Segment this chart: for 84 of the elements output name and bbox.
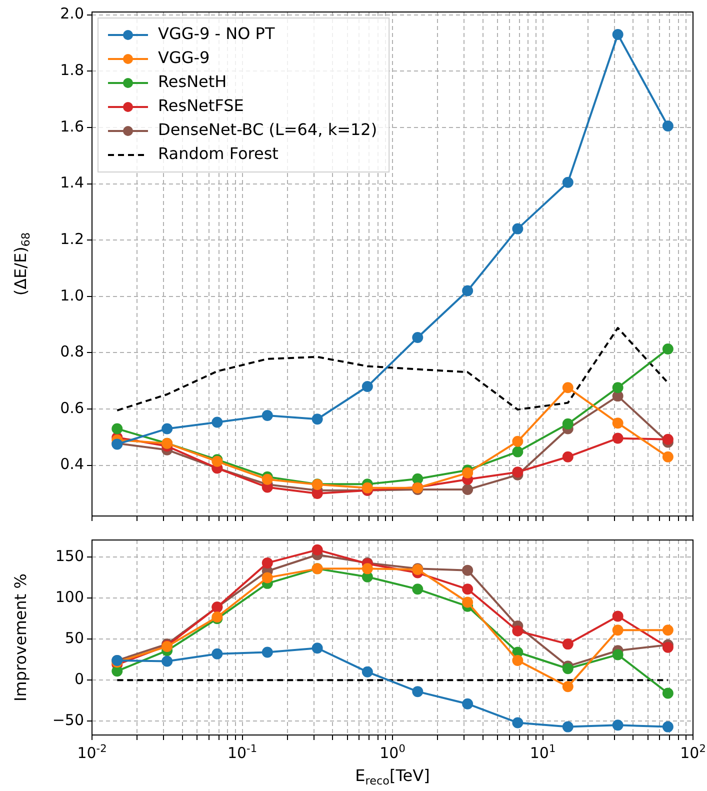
y-tick-label: 0.8: [60, 342, 84, 361]
point: [362, 482, 373, 494]
point: [212, 648, 223, 660]
line-series: [116, 326, 669, 412]
y-tick-label: 150: [55, 547, 84, 566]
point: [412, 332, 424, 343]
point: [512, 446, 524, 458]
y-axis-title: (ΔE/E)68: [11, 232, 33, 296]
point: [612, 610, 624, 622]
point: [612, 624, 624, 636]
point: [362, 563, 373, 574]
point: [462, 564, 474, 576]
point: [262, 572, 273, 584]
point: [262, 646, 273, 658]
point: [412, 686, 424, 698]
point: [562, 451, 574, 462]
point: [262, 557, 273, 568]
point: [312, 544, 323, 556]
point: [562, 721, 574, 732]
point: [562, 382, 574, 394]
point: [662, 688, 674, 699]
point: [512, 436, 524, 447]
y-tick-label: 0.6: [60, 398, 84, 417]
point: [162, 423, 173, 434]
y-tick-label: 1.4: [60, 174, 84, 192]
point: [512, 223, 524, 234]
point: [662, 120, 674, 132]
point: [562, 176, 574, 188]
point: [612, 382, 624, 394]
y-tick-label: 1.8: [60, 61, 84, 80]
y-tick-label: 1.6: [60, 117, 84, 136]
y-tick-label: 2.0: [60, 4, 84, 23]
point: [312, 414, 323, 425]
point: [612, 418, 624, 429]
point: [662, 624, 674, 636]
point: [562, 663, 574, 674]
point: [462, 467, 474, 478]
point: [412, 584, 424, 595]
point: [312, 488, 323, 499]
legend-label: Random Forest: [158, 144, 278, 164]
y-tick-label: 100: [55, 588, 84, 606]
point: [112, 666, 123, 677]
point: [662, 721, 674, 732]
point: [612, 29, 624, 40]
point: [262, 410, 273, 421]
point: [462, 596, 474, 608]
point: [312, 642, 323, 654]
point: [462, 285, 474, 296]
y-tick-label: 50: [64, 629, 84, 648]
point: [662, 434, 674, 445]
point: [462, 584, 474, 595]
point: [462, 484, 474, 496]
point: [362, 666, 373, 678]
y-tick-label: 0.4: [60, 455, 84, 474]
point: [562, 418, 574, 430]
y-tick-label: 1.0: [60, 286, 84, 304]
point: [512, 654, 524, 666]
legend-label: VGG-9 - NO PT: [158, 24, 275, 44]
legend-label: DenseNet-BC (L=64, k=12): [158, 120, 378, 140]
point: [362, 380, 373, 392]
point: [662, 642, 674, 653]
legend-label: ResNetH: [158, 72, 227, 92]
point: [112, 423, 123, 434]
point: [662, 451, 674, 462]
legend-label: VGG-9: [158, 48, 210, 68]
point: [662, 344, 674, 355]
point: [162, 656, 173, 667]
point: [512, 717, 524, 728]
point: [412, 473, 424, 484]
y-tick-label: 1.2: [60, 230, 84, 248]
y-axis-title: Improvement %: [11, 574, 30, 702]
point: [562, 681, 574, 692]
point: [512, 466, 524, 478]
legend-label: ResNetFSE: [158, 96, 244, 116]
point: [612, 720, 624, 731]
point: [512, 625, 524, 636]
y-tick-label: 0: [74, 670, 84, 688]
y-tick-label: −50: [52, 710, 84, 729]
point: [262, 474, 273, 485]
point: [212, 416, 223, 428]
point: [462, 698, 474, 710]
point: [562, 638, 574, 650]
point: [612, 649, 624, 660]
point: [612, 432, 624, 444]
